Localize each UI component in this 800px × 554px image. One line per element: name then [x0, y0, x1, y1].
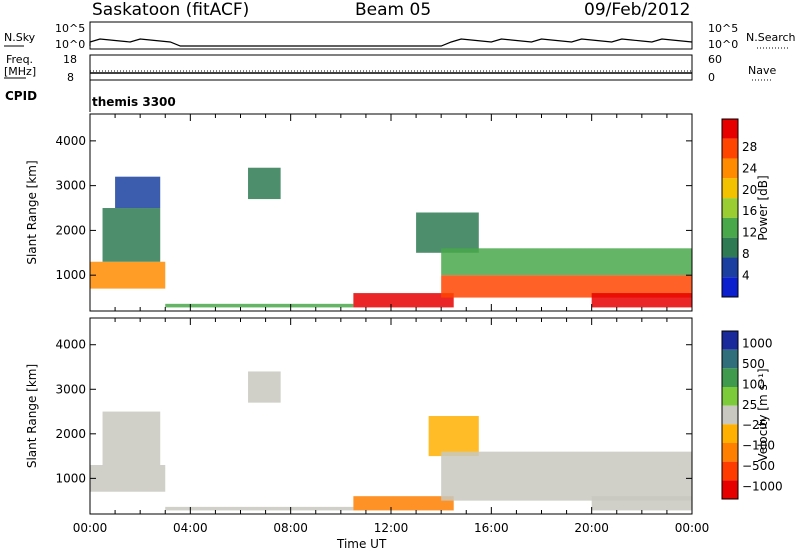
freq-panel-frame	[89, 54, 693, 81]
freq-label: Freq.	[6, 53, 34, 66]
freq-tick-bottom: 8	[67, 71, 74, 84]
x-axis-label: Time UT	[337, 537, 387, 551]
power-region-8	[441, 248, 692, 276]
power-region-3	[165, 303, 354, 308]
date-title: 09/Feb/2012	[584, 0, 691, 20]
power-region-6	[416, 212, 479, 253]
colorbar-label: Power [dB]	[756, 175, 770, 240]
y-axis-label: Slant Range [km]	[25, 364, 39, 468]
velocity-region-3	[248, 371, 281, 403]
power-region-1	[102, 208, 161, 262]
velocity-colorbar-segment	[722, 461, 738, 481]
power-colorbar-segment	[722, 257, 738, 278]
nsky-panel-frame	[89, 21, 693, 50]
colorbar-tick-label: 12	[742, 226, 757, 240]
velocity-region-4	[353, 496, 454, 511]
velocity-colorbar-frame	[721, 330, 739, 500]
velocity-colorbar-segment	[722, 480, 738, 499]
velocity-colorbar-segment	[722, 405, 738, 425]
x-tick-label: 00:00	[73, 521, 108, 535]
power-colorbar-segment	[722, 138, 738, 159]
velocity-region-7	[591, 496, 692, 511]
cpid-value: themis 3300	[92, 95, 176, 109]
x-tick-label: 00:00	[675, 521, 710, 535]
nsearch-tick-bottom: 10^0	[708, 38, 739, 51]
cpid-label: CPID	[5, 89, 38, 103]
nave-tick-top: 60	[708, 53, 722, 66]
colorbar-tick-label: −100	[742, 439, 775, 453]
power-colorbar-segment	[722, 198, 738, 218]
x-tick-label: 20:00	[574, 521, 609, 535]
power-colorbar-segment	[722, 178, 738, 199]
nsky-tick-top: 10^5	[55, 22, 86, 35]
colorbar-tick-label: −25	[742, 418, 767, 432]
velocity-colorbar-segment	[722, 349, 738, 369]
colorbar-tick-label: 4	[742, 269, 750, 283]
velocity-colorbar-segment	[722, 424, 738, 443]
velocity-region-6	[441, 451, 692, 501]
y-tick-label: 1000	[55, 471, 86, 485]
y-tick-label: 2000	[55, 223, 86, 237]
nsky-label: N.Sky	[4, 31, 36, 44]
colorbar-tick-label: 100	[742, 377, 765, 391]
nsearch-tick-top: 10^5	[708, 22, 739, 35]
freq-unit-label: [MHz]	[4, 65, 37, 78]
velocity-colorbar-segment	[722, 443, 738, 462]
y-tick-label: 4000	[55, 134, 86, 148]
colorbar-tick-label: 1000	[742, 336, 773, 350]
site-title: Saskatoon (fitACF)	[92, 0, 250, 20]
power-colorbar-frame	[721, 118, 739, 298]
nsky-trace	[89, 38, 693, 47]
colorbar-tick-label: −1000	[742, 480, 783, 494]
velocity-colorbar-segment	[722, 331, 738, 350]
x-tick-label: 08:00	[273, 521, 308, 535]
colorbar-tick-label: 24	[742, 161, 757, 175]
power-region-5	[353, 293, 454, 308]
x-tick-label: 16:00	[474, 521, 509, 535]
power-colorbar-segment	[722, 217, 738, 238]
beam-title: Beam 05	[355, 0, 432, 20]
colorbar-tick-label: 25	[742, 398, 757, 412]
power-colorbar-segment	[722, 158, 738, 179]
y-tick-label: 3000	[55, 179, 86, 193]
velocity-region-2	[165, 506, 354, 511]
power-region-4	[248, 167, 281, 200]
velocity-region-0	[90, 465, 166, 492]
velocity-region-1	[102, 411, 161, 465]
power-colorbar-segment	[722, 277, 738, 297]
colorbar-tick-label: 20	[742, 183, 757, 197]
colorbar-tick-label: 16	[742, 204, 757, 218]
nsky-tick-bottom: 10^0	[55, 38, 86, 51]
freq-tick-top: 18	[63, 53, 77, 66]
x-tick-label: 04:00	[173, 521, 208, 535]
y-tick-label: 1000	[55, 268, 86, 282]
power-colorbar-segment	[722, 119, 738, 139]
velocity-colorbar-segment	[722, 387, 738, 406]
colorbar-tick-label: 28	[742, 140, 757, 154]
nsearch-label: N.Search	[746, 31, 796, 44]
nave-label: Nave	[748, 64, 777, 77]
velocity-colorbar-segment	[722, 368, 738, 387]
colorbar-tick-label: 8	[742, 247, 750, 261]
y-tick-label: 2000	[55, 427, 86, 441]
power-region-0	[90, 261, 166, 289]
power-region-7	[441, 275, 692, 298]
y-tick-label: 4000	[55, 338, 86, 352]
x-tick-label: 12:00	[374, 521, 409, 535]
power-region-2	[115, 176, 161, 209]
nave-tick-bottom: 0	[708, 71, 715, 84]
power-colorbar-segment	[722, 237, 738, 258]
velocity-region-5	[428, 416, 479, 457]
y-tick-label: 3000	[55, 382, 86, 396]
colorbar-tick-label: −500	[742, 459, 775, 473]
colorbar-tick-label: 500	[742, 357, 765, 371]
y-axis-label: Slant Range [km]	[25, 160, 39, 264]
power-region-9	[591, 293, 692, 308]
colorbar-label: Velocity [m s⁻¹]	[756, 368, 770, 461]
